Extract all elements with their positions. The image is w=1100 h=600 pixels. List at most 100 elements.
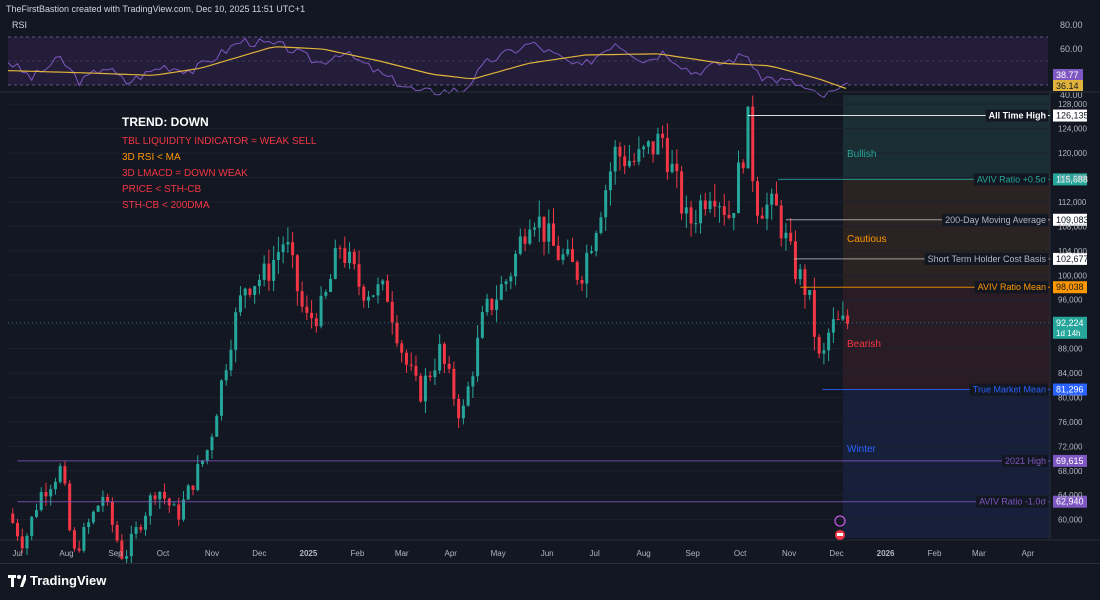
level-label: AVIV Ratio Mean	[978, 282, 1046, 292]
candle-body	[599, 217, 603, 233]
price-grid	[8, 103, 1050, 521]
candle-body	[329, 278, 333, 292]
current-price-marker: 92,224 1d 14h	[8, 316, 1087, 339]
candle-body	[651, 141, 655, 155]
price-tick-label: 100,000	[1058, 271, 1087, 280]
trend-title: TREND: DOWN	[122, 115, 209, 129]
tradingview-logo-icon	[8, 574, 26, 587]
candle-body	[694, 223, 698, 225]
price-chart[interactable]: RSI 80.00 60.00 40.00 38.77 36.14 All Ti…	[0, 0, 1100, 563]
candle-body	[125, 556, 129, 559]
price-tick-label: 96,000	[1058, 296, 1083, 305]
candle-body	[224, 370, 228, 381]
candle-body	[267, 263, 271, 281]
candle-body	[822, 350, 826, 354]
level-price-badge	[1053, 383, 1087, 396]
candle-body	[272, 260, 276, 281]
price-tick-label: 60,000	[1058, 516, 1083, 525]
candle-body	[25, 535, 29, 549]
candle-body	[727, 214, 731, 218]
candle-body	[732, 213, 736, 218]
time-tick-label: Sep	[686, 549, 701, 558]
candle-body	[153, 495, 157, 500]
candle-body	[58, 466, 62, 482]
candle-body	[343, 248, 347, 264]
candle-body	[703, 200, 707, 210]
current-countdown: 1d 14h	[1056, 329, 1080, 338]
candle-body	[30, 516, 34, 536]
candle-body	[281, 244, 285, 253]
level-price-badge	[1053, 109, 1087, 122]
candle-body	[570, 249, 574, 262]
candle-body	[182, 499, 186, 520]
candle-body	[689, 207, 693, 224]
price-tick-label: 68,000	[1058, 467, 1083, 476]
time-tick-label: 2026	[877, 549, 895, 558]
candle-body	[148, 495, 152, 516]
candle-body	[120, 540, 124, 559]
candle-body	[205, 450, 209, 461]
candle-body	[333, 247, 337, 279]
candle-body	[514, 253, 518, 277]
candle-body	[106, 496, 110, 502]
zone-label-cautious: Cautious	[847, 234, 886, 245]
trend-summary: TREND: DOWN TBL LIQUIDITY INDICATOR = WE…	[122, 115, 317, 211]
candle-body	[163, 491, 167, 499]
candle-body	[675, 163, 679, 172]
candle-body	[836, 319, 840, 321]
level-price-badge	[1053, 454, 1087, 467]
candle-body	[295, 255, 299, 292]
time-tick-label: Feb	[928, 549, 942, 558]
candle-body	[200, 460, 204, 465]
zone-band	[843, 95, 1050, 180]
candle-body	[661, 133, 665, 138]
candle-body	[385, 280, 389, 302]
candle-body	[642, 146, 646, 150]
candle-body	[404, 352, 408, 365]
candle-body	[509, 276, 513, 282]
trend-line-5: STH-CB < 200DMA	[122, 200, 210, 211]
candle-body	[589, 251, 593, 253]
level-price: 98,038	[1056, 282, 1084, 292]
candle-body	[210, 436, 214, 451]
candle-body	[395, 322, 399, 344]
tradingview-logo[interactable]: TradingView	[8, 573, 106, 588]
candle-body	[665, 137, 669, 173]
candle-body	[523, 236, 527, 244]
candle-body	[699, 200, 703, 224]
candle-body	[533, 227, 537, 230]
price-tick-label: 80,000	[1058, 393, 1083, 402]
price-tick-label: 108,000	[1058, 222, 1087, 231]
candle-body	[91, 511, 95, 523]
candle-body	[234, 312, 238, 350]
candle-body	[670, 163, 674, 173]
candle-body	[286, 242, 290, 245]
candle-body	[82, 527, 86, 551]
candle-body	[390, 301, 394, 323]
rsi-ma-badge	[1053, 80, 1083, 91]
level-price-badge	[1053, 252, 1087, 265]
candle-body	[44, 492, 48, 497]
candle-body	[846, 315, 850, 324]
candle-body	[466, 386, 470, 406]
candle-body	[779, 205, 783, 239]
candle-body	[623, 156, 627, 167]
tradingview-brand: TradingView	[30, 573, 107, 588]
event-icon-flash[interactable]	[834, 515, 846, 527]
rsi-value: 38.77	[1056, 70, 1079, 80]
level-price: 109,083	[1056, 215, 1089, 225]
candle-body	[784, 232, 788, 239]
candle-body	[68, 483, 72, 531]
level-price: 81,296	[1056, 385, 1084, 395]
candle-body	[547, 223, 551, 242]
candle-body	[433, 370, 437, 378]
candle-body	[604, 190, 608, 218]
candle-body	[257, 279, 261, 287]
candle-body	[15, 522, 19, 537]
time-axis[interactable]: Jul Aug Sep Oct Nov Dec 2025 Feb Mar Apr May Jun Jul…	[12, 549, 1034, 558]
price-tick-label: 84,000	[1058, 369, 1083, 378]
candle-body	[248, 288, 252, 295]
event-icons[interactable]	[834, 515, 846, 540]
candle-body	[262, 263, 266, 280]
candle-body	[253, 286, 257, 295]
